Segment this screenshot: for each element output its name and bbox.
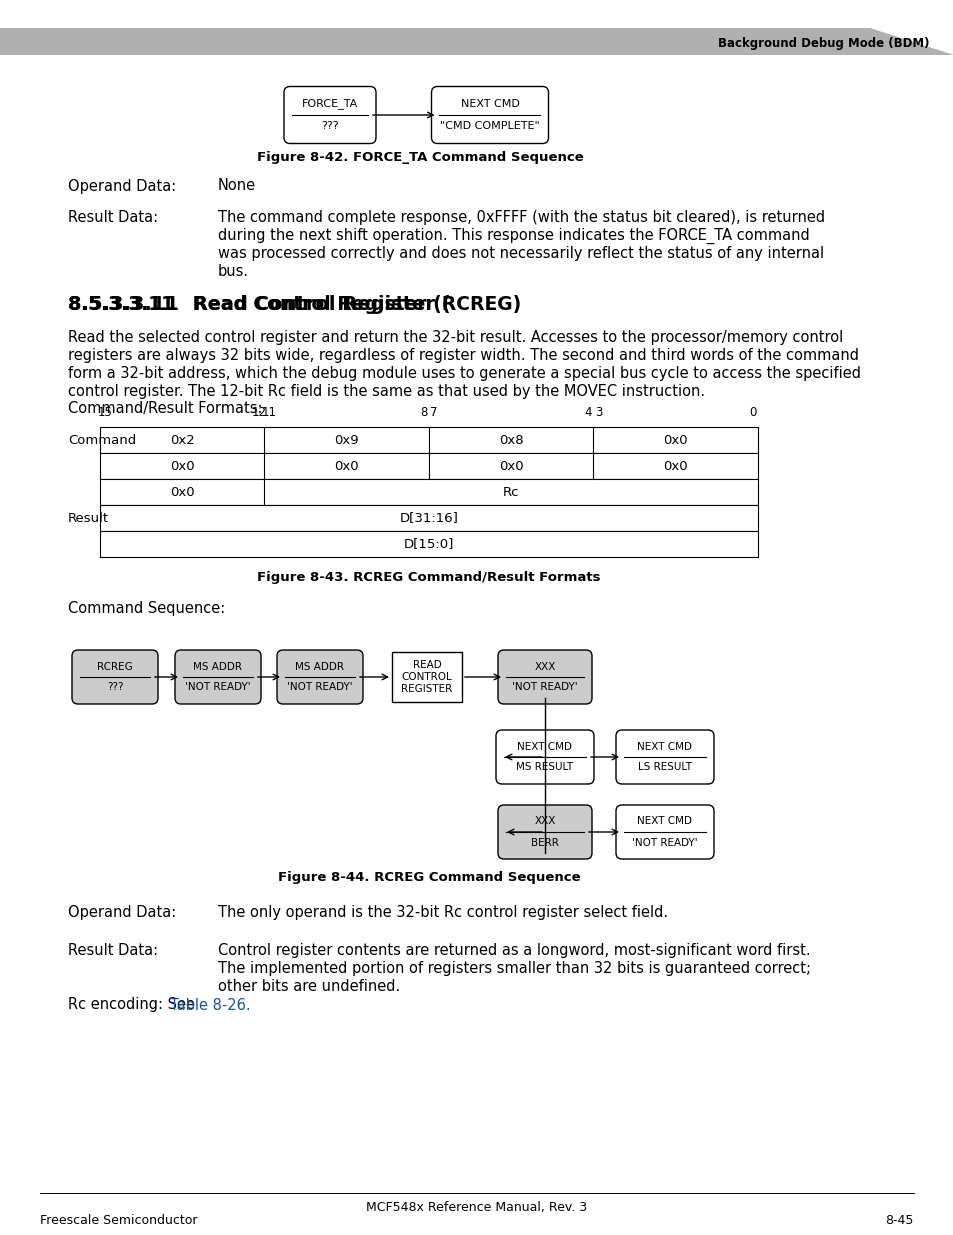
Text: 4: 4 bbox=[584, 406, 592, 420]
Text: form a 32-bit address, which the debug module uses to generate a special bus cyc: form a 32-bit address, which the debug m… bbox=[68, 366, 861, 382]
Text: Command Sequence:: Command Sequence: bbox=[68, 601, 225, 616]
Bar bbox=[100, 531, 758, 557]
Text: Freescale Semiconductor: Freescale Semiconductor bbox=[40, 1214, 197, 1226]
Text: during the next shift operation. This response indicates the FORCE_TA command: during the next shift operation. This re… bbox=[218, 228, 809, 245]
Text: Command/Result Formats:: Command/Result Formats: bbox=[68, 400, 262, 415]
Text: Read the selected control register and return the 32-bit result. Accesses to the: Read the selected control register and r… bbox=[68, 330, 842, 345]
Text: 7: 7 bbox=[430, 406, 437, 420]
Text: Figure 8-43. RCREG Command/Result Formats: Figure 8-43. RCREG Command/Result Format… bbox=[257, 571, 600, 583]
Text: 0x0: 0x0 bbox=[170, 459, 194, 473]
Text: bus.: bus. bbox=[218, 264, 249, 279]
Text: FORCE_TA: FORCE_TA bbox=[301, 99, 357, 109]
Text: 8.5.3.3.11   Read Control Register (RCREG): 8.5.3.3.11 Read Control Register (RCREG) bbox=[68, 294, 520, 314]
Text: Figure 8-42. FORCE_TA Command Sequence: Figure 8-42. FORCE_TA Command Sequence bbox=[256, 151, 583, 163]
Polygon shape bbox=[0, 28, 953, 56]
Text: ???: ??? bbox=[321, 121, 338, 131]
Text: 8.5.3.3.11  Read Control Register (: 8.5.3.3.11 Read Control Register ( bbox=[68, 294, 450, 314]
Text: Control register contents are returned as a longword, most-significant word firs: Control register contents are returned a… bbox=[218, 944, 810, 958]
Text: 0x0: 0x0 bbox=[498, 459, 523, 473]
Text: Figure 8-44. RCREG Command Sequence: Figure 8-44. RCREG Command Sequence bbox=[277, 872, 579, 884]
Text: 12: 12 bbox=[252, 406, 267, 420]
FancyBboxPatch shape bbox=[284, 86, 375, 143]
Text: Result: Result bbox=[68, 511, 109, 525]
Text: NEXT CMD: NEXT CMD bbox=[460, 99, 518, 109]
Text: "CMD COMPLETE": "CMD COMPLETE" bbox=[439, 121, 539, 131]
FancyBboxPatch shape bbox=[174, 650, 261, 704]
Text: 'NOT READY': 'NOT READY' bbox=[185, 683, 251, 693]
Text: 'NOT READY': 'NOT READY' bbox=[287, 683, 353, 693]
Text: registers are always 32 bits wide, regardless of register width. The second and : registers are always 32 bits wide, regar… bbox=[68, 348, 858, 363]
Text: MS RESULT: MS RESULT bbox=[516, 762, 573, 773]
Text: D[31:16]: D[31:16] bbox=[399, 511, 458, 525]
FancyBboxPatch shape bbox=[496, 730, 594, 784]
Text: MS ADDR: MS ADDR bbox=[295, 662, 344, 672]
FancyBboxPatch shape bbox=[431, 86, 548, 143]
FancyBboxPatch shape bbox=[497, 650, 592, 704]
Text: 0x9: 0x9 bbox=[335, 433, 358, 447]
Text: NEXT CMD: NEXT CMD bbox=[517, 741, 572, 752]
Text: LS RESULT: LS RESULT bbox=[638, 762, 691, 773]
Text: Command: Command bbox=[68, 433, 136, 447]
Text: None: None bbox=[218, 179, 255, 194]
Text: 8-45: 8-45 bbox=[884, 1214, 913, 1226]
FancyBboxPatch shape bbox=[276, 650, 363, 704]
Text: was processed correctly and does not necessarily reflect the status of any inter: was processed correctly and does not nec… bbox=[218, 246, 823, 261]
Bar bbox=[392, 652, 461, 701]
Text: Table 8-26.: Table 8-26. bbox=[170, 998, 251, 1013]
Text: other bits are undefined.: other bits are undefined. bbox=[218, 979, 400, 994]
Bar bbox=[100, 453, 758, 479]
Text: Operand Data:: Operand Data: bbox=[68, 179, 176, 194]
Text: MS ADDR: MS ADDR bbox=[193, 662, 242, 672]
Text: NEXT CMD: NEXT CMD bbox=[637, 741, 692, 752]
FancyBboxPatch shape bbox=[616, 805, 713, 860]
Text: 0x8: 0x8 bbox=[498, 433, 523, 447]
Text: The command complete response, 0xFFFF (with the status bit cleared), is returned: The command complete response, 0xFFFF (w… bbox=[218, 210, 824, 225]
Text: 0x0: 0x0 bbox=[335, 459, 358, 473]
Text: 8: 8 bbox=[420, 406, 427, 420]
Text: Operand Data:: Operand Data: bbox=[68, 905, 176, 920]
Text: The implemented portion of registers smaller than 32 bits is guaranteed correct;: The implemented portion of registers sma… bbox=[218, 961, 810, 976]
Text: 0x0: 0x0 bbox=[662, 459, 687, 473]
Text: NEXT CMD: NEXT CMD bbox=[637, 816, 692, 826]
Text: BERR: BERR bbox=[531, 837, 558, 847]
Text: Rc encoding: See: Rc encoding: See bbox=[68, 998, 199, 1013]
Text: 3: 3 bbox=[594, 406, 601, 420]
Text: D[15:0]: D[15:0] bbox=[403, 537, 454, 551]
Bar bbox=[100, 505, 758, 531]
Text: Result Data:: Result Data: bbox=[68, 210, 158, 225]
Text: 0: 0 bbox=[748, 406, 756, 420]
Text: Background Debug Mode (BDM): Background Debug Mode (BDM) bbox=[718, 37, 929, 49]
Text: ???: ??? bbox=[107, 683, 123, 693]
Text: The only operand is the 32-bit Rc control register select field.: The only operand is the 32-bit Rc contro… bbox=[218, 905, 667, 920]
FancyBboxPatch shape bbox=[616, 730, 713, 784]
Text: control register. The 12-bit Rc field is the same as that used by the MOVEC inst: control register. The 12-bit Rc field is… bbox=[68, 384, 704, 399]
Text: 'NOT READY': 'NOT READY' bbox=[512, 683, 578, 693]
Text: 0x0: 0x0 bbox=[170, 485, 194, 499]
Text: 0x2: 0x2 bbox=[170, 433, 194, 447]
Text: 15: 15 bbox=[97, 406, 112, 420]
Text: XXX: XXX bbox=[534, 662, 555, 672]
FancyBboxPatch shape bbox=[497, 805, 592, 860]
Text: RCREG: RCREG bbox=[97, 662, 132, 672]
Text: XXX: XXX bbox=[534, 816, 555, 826]
Bar bbox=[100, 427, 758, 453]
Text: 11: 11 bbox=[262, 406, 276, 420]
Text: 'NOT READY': 'NOT READY' bbox=[632, 837, 697, 847]
Bar bbox=[100, 479, 758, 505]
Text: 0x0: 0x0 bbox=[662, 433, 687, 447]
Text: READ
CONTROL
REGISTER: READ CONTROL REGISTER bbox=[401, 659, 452, 694]
Text: 8.5.3.3.11  Read Control Register (RCREG): 8.5.3.3.11 Read Control Register (RCREG) bbox=[68, 294, 533, 314]
Text: Rc: Rc bbox=[502, 485, 519, 499]
Text: Result Data:: Result Data: bbox=[68, 944, 158, 958]
Text: MCF548x Reference Manual, Rev. 3: MCF548x Reference Manual, Rev. 3 bbox=[366, 1202, 587, 1214]
FancyBboxPatch shape bbox=[71, 650, 158, 704]
